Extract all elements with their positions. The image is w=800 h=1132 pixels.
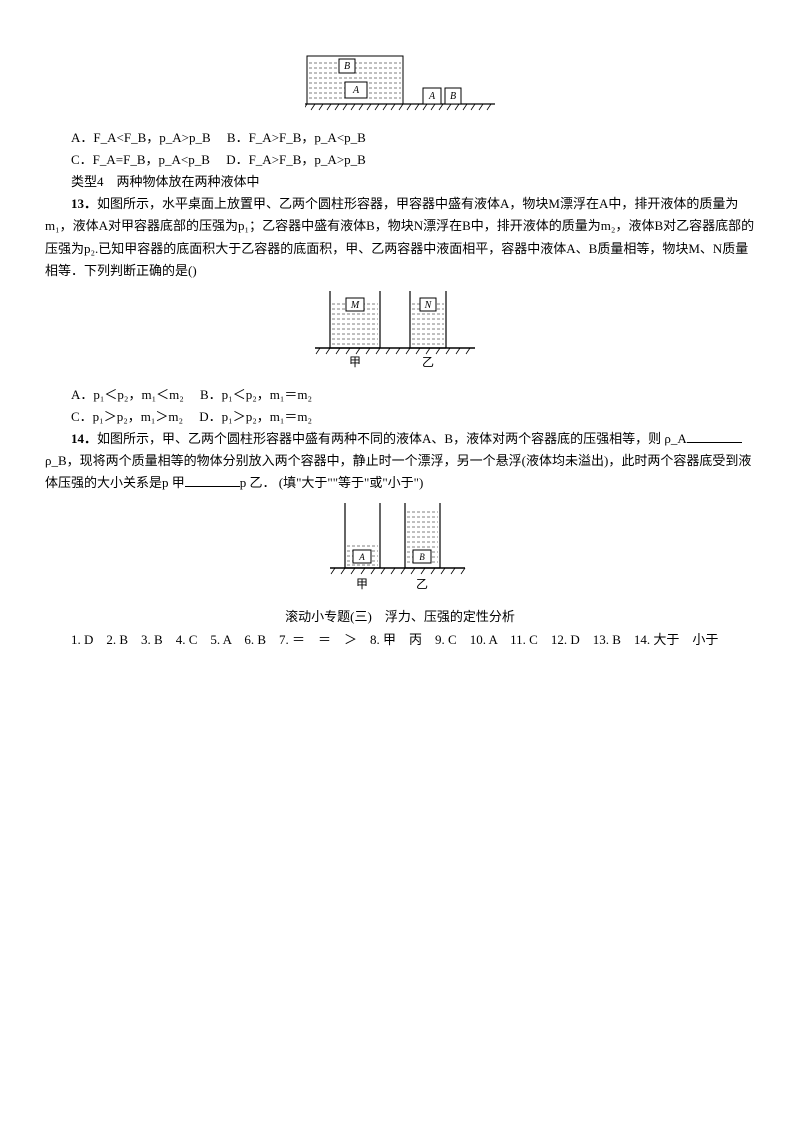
q14-sub-yi: p 乙． <box>240 475 276 490</box>
q14-figure: A B 甲 乙 <box>45 498 755 600</box>
q12-options-row2: C．F_A=F_B，p_A<p_B D．F_A>F_B，p_A>p_B <box>45 149 755 171</box>
svg-text:乙: 乙 <box>422 355 434 369</box>
q13-options-row2: C．p₁＞p₂，m₁＞m₂ D．p₁＞p₂，m₁＝m₂ <box>45 406 755 428</box>
svg-text:A: A <box>428 91 436 102</box>
q12-option-b: B．F_A>F_B，p_A<p_B <box>227 130 366 145</box>
q14-text: 14．如图所示，甲、乙两个圆柱形容器中盛有两种不同的液体A、B，液体对两个容器底… <box>45 428 755 494</box>
q13-option-d: D．p₁＞p₂，m₁＝m₂ <box>199 409 312 424</box>
blank-1 <box>687 442 742 443</box>
svg-text:A: A <box>358 552 365 562</box>
q12-option-c: C．F_A=F_B，p_A<p_B <box>71 152 210 167</box>
svg-text:甲: 甲 <box>349 355 361 369</box>
q13-option-b: B．p₁＜p₂，m₁＝m₂ <box>200 387 312 402</box>
q12-option-a: A．F_A<F_B，p_A>p_B <box>71 130 211 145</box>
svg-text:M: M <box>350 300 360 311</box>
q12-options-row1: A．F_A<F_B，p_A>p_B B．F_A>F_B，p_A<p_B <box>45 127 755 149</box>
answer-heading: 滚动小专题(三) 浮力、压强的定性分析 <box>45 606 755 628</box>
q14-sub-jia: 甲 <box>172 475 185 490</box>
q12-option-d: D．F_A>F_B，p_A>p_B <box>226 152 366 167</box>
q13-number: 13． <box>71 196 97 211</box>
svg-text:N: N <box>424 300 433 311</box>
q12-figure: B A A B <box>45 54 755 121</box>
answer-list: 1. D 2. B 3. B 4. C 5. A 6. B 7. ＝ ＝ ＞ 8… <box>45 629 755 651</box>
svg-text:B: B <box>419 552 425 562</box>
svg-text:乙: 乙 <box>416 577 428 591</box>
q14-rhoB: ρ_B <box>45 453 67 468</box>
q14-rhoA: ρ_A <box>664 431 686 446</box>
svg-text:B: B <box>450 91 456 102</box>
svg-text:B: B <box>344 61 350 72</box>
q13-text: 13．如图所示，水平桌面上放置甲、乙两个圆柱形容器，甲容器中盛有液体A，物块M漂… <box>45 193 755 281</box>
svg-text:A: A <box>352 85 360 96</box>
type4-heading: 类型4 两种物体放在两种液体中 <box>45 171 755 193</box>
q13-option-a: A．p₁＜p₂，m₁＜m₂ <box>71 387 184 402</box>
svg-text:甲: 甲 <box>356 577 368 591</box>
q14-number: 14． <box>71 431 97 446</box>
q14-body3: (填"大于""等于"或"小于") <box>279 475 424 490</box>
blank-2 <box>185 486 240 487</box>
q14-body1: 如图所示，甲、乙两个圆柱形容器中盛有两种不同的液体A、B，液体对两个容器底的压强… <box>97 431 661 446</box>
q13-option-c: C．p₁＞p₂，m₁＞m₂ <box>71 409 183 424</box>
q13-options-row1: A．p₁＜p₂，m₁＜m₂ B．p₁＜p₂，m₁＝m₂ <box>45 384 755 406</box>
q13-figure: M N 甲 乙 <box>45 286 755 378</box>
q13-body: 如图所示，水平桌面上放置甲、乙两个圆柱形容器，甲容器中盛有液体A，物块M漂浮在A… <box>45 196 754 277</box>
